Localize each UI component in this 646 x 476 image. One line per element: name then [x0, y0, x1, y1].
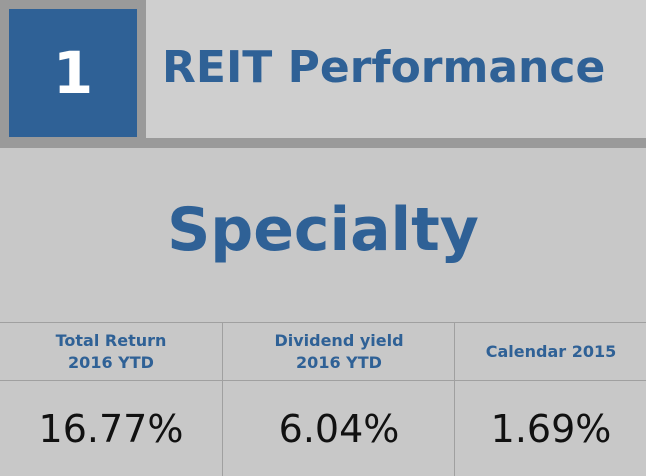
stat-value: 6.04%: [278, 406, 400, 451]
stat-value: 16.77%: [38, 406, 184, 451]
rank-badge: 1: [0, 0, 146, 140]
stat-label: Dividend yield 2016 YTD: [223, 323, 455, 381]
header: 1 REIT Performance: [0, 0, 646, 140]
stat-value: 1.69%: [490, 406, 612, 451]
stats-table: Total Return 2016 YTD 16.77% Dividend yi…: [0, 322, 646, 476]
stat-dividend-yield: Dividend yield 2016 YTD 6.04%: [222, 323, 455, 476]
stat-label: Calendar 2015: [455, 323, 646, 381]
stat-label: Total Return 2016 YTD: [0, 323, 222, 381]
page-title: REIT Performance: [162, 42, 606, 93]
stat-calendar-2015: Calendar 2015 1.69%: [454, 323, 646, 476]
header-divider: [0, 138, 646, 148]
category-title: Specialty: [167, 195, 479, 265]
rank-number: 1: [9, 9, 137, 137]
stat-total-return: Total Return 2016 YTD 16.77%: [0, 323, 222, 476]
